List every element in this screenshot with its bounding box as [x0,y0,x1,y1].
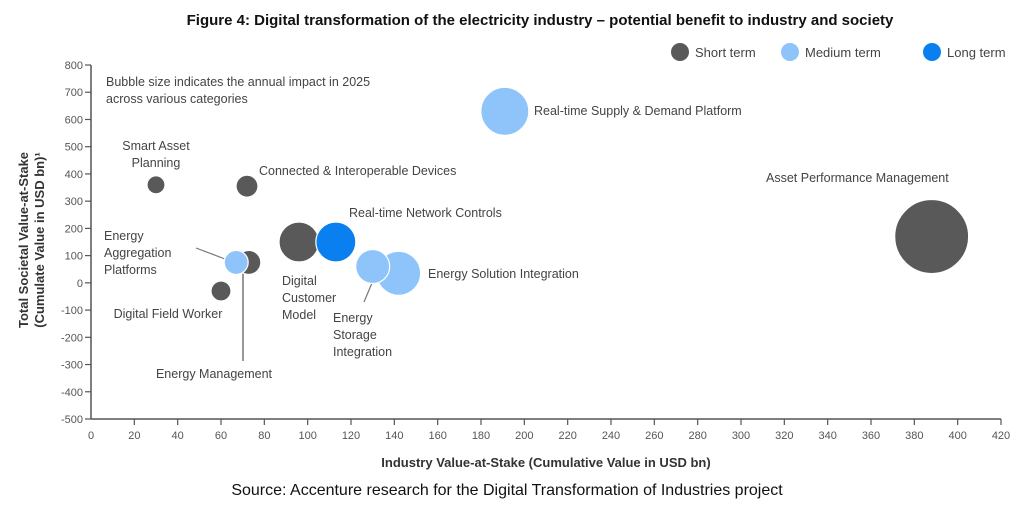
x-tick-label: 140 [385,430,403,442]
legend-marker [671,43,689,61]
bubble-label-line: Digital Field Worker [114,307,223,321]
bubble-label-line: Real-time Supply & Demand Platform [534,104,742,118]
y-tick-label: 500 [65,142,83,154]
x-tick-label: 260 [645,430,663,442]
x-tick-label: 0 [88,430,94,442]
connector-energy-storage [363,282,373,303]
x-tick-label: 240 [602,430,620,442]
bubble-digital-field-worker [210,280,232,302]
bubble-label-energy-solution-integration: Energy Solution Integration [428,267,579,281]
bubble-size-note-line1: Bubble size indicates the annual impact … [106,75,370,89]
y-tick-label: 300 [65,196,83,208]
x-tick-label: 180 [472,430,490,442]
axes: 8007006005004003002001000-100-200-300-40… [61,60,1010,442]
y-tick-label: 400 [65,169,83,181]
x-tick-label: 280 [688,430,706,442]
bubble-energy-storage-integration [355,248,391,285]
y-tick-label: -500 [61,414,83,426]
label-connectors [195,247,373,361]
bubble-label-line: Integration [333,345,392,359]
x-tick-label: 360 [862,430,880,442]
bubble-digital-customer-model [278,221,320,263]
bubble-label-asset-performance-management: Asset Performance Management [766,171,949,185]
y-tick-label: 0 [77,278,83,290]
y-tick-label: -300 [61,360,83,372]
bubbles [146,86,970,302]
bubble-label-line: Real-time Network Controls [349,206,502,220]
y-tick-label: -100 [61,305,83,317]
bubble-label-energy-storage-integration: Energy Storage Integration [333,311,392,359]
x-tick-label: 420 [992,430,1010,442]
bubble-label-line: Platforms [104,263,157,277]
bubble-label-line: Energy Solution Integration [428,267,579,281]
legend-label: Short term [695,45,756,60]
y-axis-title-line1: Total Societal Value-at-Stake [16,152,31,328]
x-tick-label: 120 [342,430,360,442]
bubble-label-line: Connected & Interoperable Devices [259,164,456,178]
y-tick-label: 200 [65,223,83,235]
bubble-label-line: Aggregation [104,246,171,260]
bubble-energy-aggregation-platforms [223,249,249,276]
bubble-label-connected-interoperable-devices: Connected & Interoperable Devices [259,164,456,178]
y-tick-label: -200 [61,332,83,344]
legend-label: Long term [947,45,1006,60]
bubble-label-line: Energy [104,229,144,243]
x-tick-label: 300 [732,430,750,442]
x-tick-label: 400 [948,430,966,442]
y-tick-label: -400 [61,387,83,399]
bubble-label-line: Energy Management [156,367,273,381]
legend-item: Medium term [781,43,881,61]
bubble-smart-asset-planning [146,175,166,195]
y-tick-label: 700 [65,87,83,99]
x-tick-label: 80 [258,430,270,442]
chart-title: Figure 4: Digital transformation of the … [187,12,894,29]
bubble-label-energy-management: Energy Management [156,367,273,381]
bubble-label-energy-aggregation-platforms: Energy Aggregation Platforms [104,229,171,277]
bubble-label-digital-customer-model: Digital Customer Model [282,274,336,322]
legend-marker [923,43,941,61]
bubble-label-real-time-supply-demand-platform: Real-time Supply & Demand Platform [534,104,742,118]
legend: Short term Medium term Long term [671,43,1006,61]
bubble-label-line: Model [282,308,316,322]
x-axis-title: Industry Value-at-Stake (Cumulative Valu… [381,455,710,470]
y-tick-label: 100 [65,251,83,263]
bubble-label-line: Digital [282,274,317,288]
legend-label: Medium term [805,45,881,60]
x-tick-label: 100 [298,430,316,442]
bubble-label-line: Energy [333,311,373,325]
y-axis-title-line2: (Cumulate Value in USD bn)¹ [32,152,47,328]
x-tick-label: 60 [215,430,227,442]
bubble-real-time-supply-demand-platform [480,86,530,136]
bubble-label-line: Asset Performance Management [766,171,949,185]
bubble-label-digital-field-worker: Digital Field Worker [114,307,223,321]
bubble-label-line: Smart Asset [122,139,190,153]
legend-item: Short term [671,43,756,61]
bubble-label-real-time-network-controls: Real-time Network Controls [349,206,502,220]
x-tick-label: 160 [428,430,446,442]
bubble-label-line: Storage [333,328,377,342]
bubble-asset-performance-management [894,198,970,275]
x-tick-label: 220 [558,430,576,442]
x-tick-label: 340 [818,430,836,442]
y-tick-label: 600 [65,114,83,126]
y-axis-title: Total Societal Value-at-Stake (Cumulate … [16,152,47,328]
x-tick-label: 320 [775,430,793,442]
x-tick-label: 20 [128,430,140,442]
bubble-labels: Asset Performance Management Real-time Su… [104,104,949,381]
bubble-size-note-line2: across various categories [106,92,248,106]
connector-energy-aggregation [195,247,226,260]
x-tick-label: 380 [905,430,923,442]
bubble-label-line: Customer [282,291,336,305]
bubble-real-time-network-controls [315,221,357,263]
bubble-label-line: Planning [132,156,181,170]
bubble-label-smart-asset-planning: Smart Asset Planning [122,139,190,170]
x-tick-label: 200 [515,430,533,442]
y-tick-label: 800 [65,60,83,72]
source-note: Source: Accenture research for the Digit… [231,482,783,499]
legend-item: Long term [923,43,1006,61]
legend-marker [781,43,799,61]
x-tick-label: 40 [172,430,184,442]
bubble-connected-interoperable-devices [235,174,259,198]
